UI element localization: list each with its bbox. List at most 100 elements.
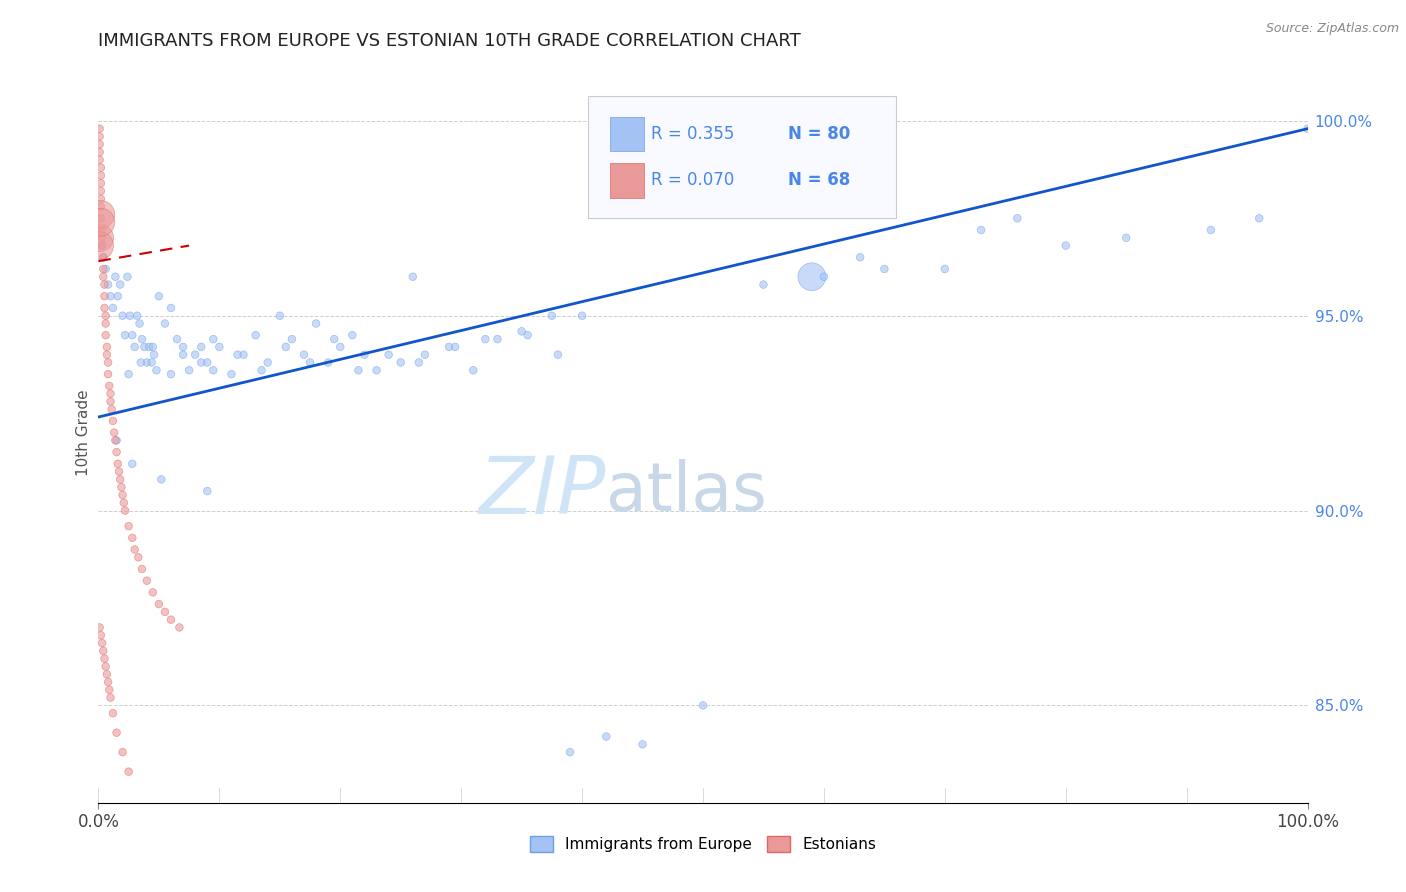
Point [90,169,112,183]
Point [128,317,150,331]
Point [112,496,135,510]
Point [202,363,225,377]
Point [103,425,125,440]
Point [1199,223,1222,237]
Point [98,379,121,393]
Point [105,434,128,448]
Point [89,121,111,136]
Point [169,620,191,634]
Point [323,332,346,346]
Point [377,348,399,362]
Point [160,367,183,381]
Point [114,328,136,343]
Point [305,317,328,331]
Point [134,340,156,354]
Point [1115,231,1137,245]
Point [849,250,872,264]
Point [281,332,304,346]
Point [202,332,225,346]
Point [121,328,143,343]
Point [104,269,127,284]
Text: Source: ZipAtlas.com: Source: ZipAtlas.com [1265,22,1399,36]
Point [269,309,291,323]
Point [97,367,120,381]
Point [94,317,117,331]
Point [118,309,141,323]
Point [90,215,112,229]
Point [100,289,122,303]
Point [105,725,128,739]
Point [91,238,114,252]
Point [256,355,278,369]
Point [105,445,128,459]
Point [813,269,835,284]
Point [93,289,115,303]
Point [111,488,134,502]
Point [179,363,201,377]
Bar [610,117,644,152]
Point [121,531,143,545]
Point [153,317,176,331]
Point [226,348,249,362]
Point [274,340,297,354]
Point [347,363,370,377]
Point [100,690,122,705]
Point [316,355,339,369]
Point [93,651,115,665]
Point [94,262,117,277]
Point [540,309,562,323]
Point [94,659,117,673]
Point [91,250,114,264]
Point [118,519,141,533]
Point [108,465,131,479]
Text: atlas: atlas [606,458,768,524]
Point [1249,211,1271,226]
Point [121,457,143,471]
Point [486,332,509,346]
Point [160,301,183,315]
Point [108,277,131,292]
Point [89,145,111,159]
Point [96,667,118,681]
Point [873,262,896,277]
Point [1054,238,1077,252]
Point [89,129,111,144]
Point [90,207,112,221]
Point [131,562,153,576]
Point [90,211,112,226]
Point [516,328,538,343]
Point [97,675,120,690]
Point [124,542,146,557]
Point [970,223,993,237]
Point [96,340,118,354]
Point [172,348,194,362]
Point [91,231,114,245]
Point [131,332,153,346]
Point [752,277,775,292]
Point [90,161,112,175]
Point [117,269,139,284]
Point [111,309,134,323]
Point [250,363,273,377]
Point [172,340,194,354]
Bar [610,163,644,198]
Point [389,355,412,369]
Point [89,137,111,152]
Point [127,550,149,565]
Point [444,340,467,354]
Point [127,309,149,323]
Point [89,153,111,167]
Text: R = 0.355: R = 0.355 [651,125,734,144]
Point [208,340,231,354]
Point [118,764,141,779]
Point [110,480,132,494]
Point [150,472,173,486]
Point [91,223,114,237]
Point [114,503,136,517]
Point [93,301,115,315]
Point [143,348,166,362]
Point [142,340,165,354]
Point [1296,121,1319,136]
Point [934,262,956,277]
Point [1007,211,1029,226]
